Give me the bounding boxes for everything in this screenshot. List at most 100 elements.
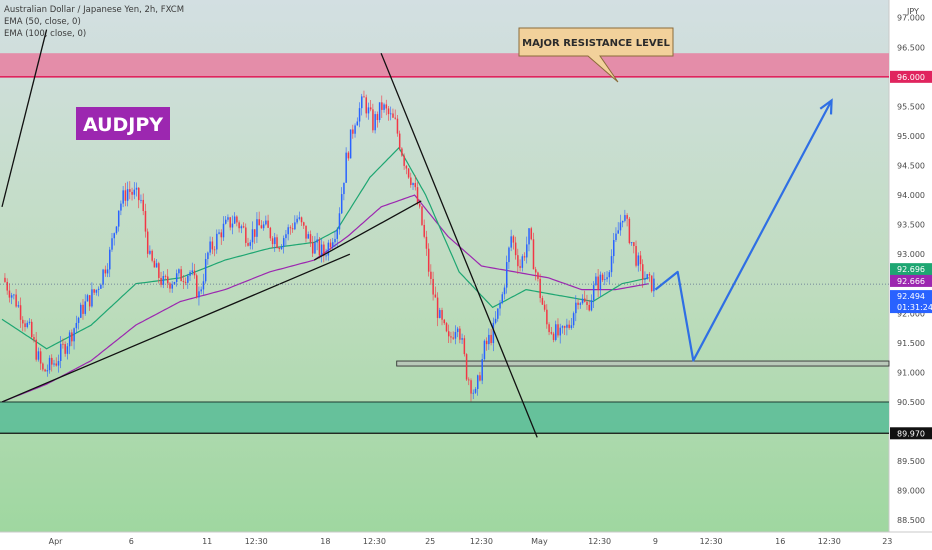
candle-body bbox=[17, 305, 20, 307]
symbol-title[interactable]: Australian Dollar / Japanese Yen, 2h, FX… bbox=[4, 5, 184, 15]
candle-body bbox=[343, 182, 345, 195]
candle-body bbox=[193, 270, 196, 276]
candle bbox=[425, 230, 428, 256]
candle-body bbox=[503, 287, 506, 295]
candle bbox=[19, 297, 22, 328]
candle bbox=[615, 227, 617, 242]
candle bbox=[184, 277, 187, 286]
candle-body bbox=[468, 379, 470, 381]
time-tick-label: 12:30 bbox=[818, 537, 841, 546]
candle bbox=[220, 229, 223, 245]
candle-body bbox=[93, 289, 95, 293]
candle bbox=[461, 333, 463, 344]
candle bbox=[381, 95, 383, 119]
candle-body bbox=[280, 246, 283, 250]
candle bbox=[28, 318, 31, 325]
candle-body bbox=[332, 242, 334, 248]
candle bbox=[10, 292, 13, 305]
ema-100-legend[interactable]: EMA (100, close, 0) bbox=[4, 29, 86, 39]
candle bbox=[6, 278, 8, 295]
candle-body bbox=[630, 242, 633, 244]
candle bbox=[51, 354, 53, 372]
candle bbox=[537, 271, 539, 282]
candle-body bbox=[240, 226, 243, 229]
candle-body bbox=[256, 219, 258, 237]
candle-body bbox=[233, 216, 236, 224]
candle-body bbox=[236, 216, 238, 223]
candle bbox=[144, 203, 147, 238]
candle-body bbox=[251, 229, 254, 243]
candle-body bbox=[198, 291, 200, 298]
price-tick-label: 90.500 bbox=[897, 398, 925, 407]
candle bbox=[280, 244, 283, 250]
ema-50-legend[interactable]: EMA (50, close, 0) bbox=[4, 17, 81, 27]
candle-body bbox=[151, 250, 153, 261]
price-tick-label: 93.000 bbox=[897, 250, 925, 259]
candle bbox=[648, 272, 651, 282]
candle-body bbox=[146, 231, 149, 254]
candle bbox=[410, 172, 412, 188]
resistance-callout-label: MAJOR RESISTANCE LEVEL bbox=[522, 38, 670, 49]
candle-body bbox=[510, 236, 512, 248]
candle bbox=[191, 262, 194, 276]
candle bbox=[86, 293, 89, 302]
candle-body bbox=[361, 96, 363, 109]
candle-body bbox=[30, 321, 33, 338]
candle-body bbox=[6, 281, 8, 291]
candle bbox=[102, 268, 104, 289]
candle-body bbox=[448, 331, 450, 337]
candle-body bbox=[534, 269, 537, 273]
candle-body bbox=[44, 369, 46, 372]
candle bbox=[291, 223, 294, 233]
candle bbox=[238, 220, 240, 233]
candle bbox=[62, 338, 64, 349]
candle-body bbox=[258, 219, 260, 226]
candle bbox=[534, 266, 537, 281]
candle bbox=[305, 225, 307, 243]
candle-body bbox=[566, 324, 568, 328]
candle bbox=[604, 271, 606, 286]
candle bbox=[71, 329, 73, 347]
candle bbox=[274, 232, 276, 252]
candle bbox=[401, 147, 403, 157]
candle bbox=[608, 270, 611, 285]
candle bbox=[122, 185, 124, 208]
candle-body bbox=[48, 357, 51, 371]
candle bbox=[24, 319, 26, 332]
candle bbox=[628, 216, 631, 245]
candle-body bbox=[345, 152, 347, 183]
candle bbox=[33, 334, 35, 343]
pair-label-box bbox=[76, 107, 170, 140]
candle-body bbox=[519, 266, 521, 268]
candle-body bbox=[398, 133, 401, 149]
candle-body bbox=[367, 107, 370, 114]
candle-body bbox=[155, 263, 158, 268]
candle-body bbox=[403, 155, 405, 166]
candle bbox=[597, 268, 599, 297]
candle-body bbox=[539, 278, 541, 299]
candle-body bbox=[376, 114, 379, 121]
candle bbox=[526, 236, 528, 264]
candle-body bbox=[276, 237, 278, 248]
candle bbox=[258, 211, 260, 226]
candle-body bbox=[644, 279, 646, 281]
candle bbox=[385, 99, 388, 116]
candle-body bbox=[584, 298, 586, 302]
candle bbox=[48, 355, 51, 374]
candle-body bbox=[501, 294, 504, 303]
candle bbox=[227, 214, 229, 222]
candle bbox=[211, 236, 214, 255]
candle-body bbox=[488, 334, 490, 345]
candle-body bbox=[628, 218, 631, 244]
candle-body bbox=[84, 301, 87, 314]
candle-body bbox=[73, 328, 75, 342]
candle bbox=[133, 182, 136, 200]
candle-body bbox=[285, 234, 287, 239]
candle bbox=[104, 265, 107, 277]
candle bbox=[383, 102, 385, 113]
candle bbox=[557, 318, 559, 338]
candle-body bbox=[432, 278, 434, 295]
candle-body bbox=[490, 334, 492, 344]
countdown-tag: 01:31:24 bbox=[897, 303, 932, 312]
